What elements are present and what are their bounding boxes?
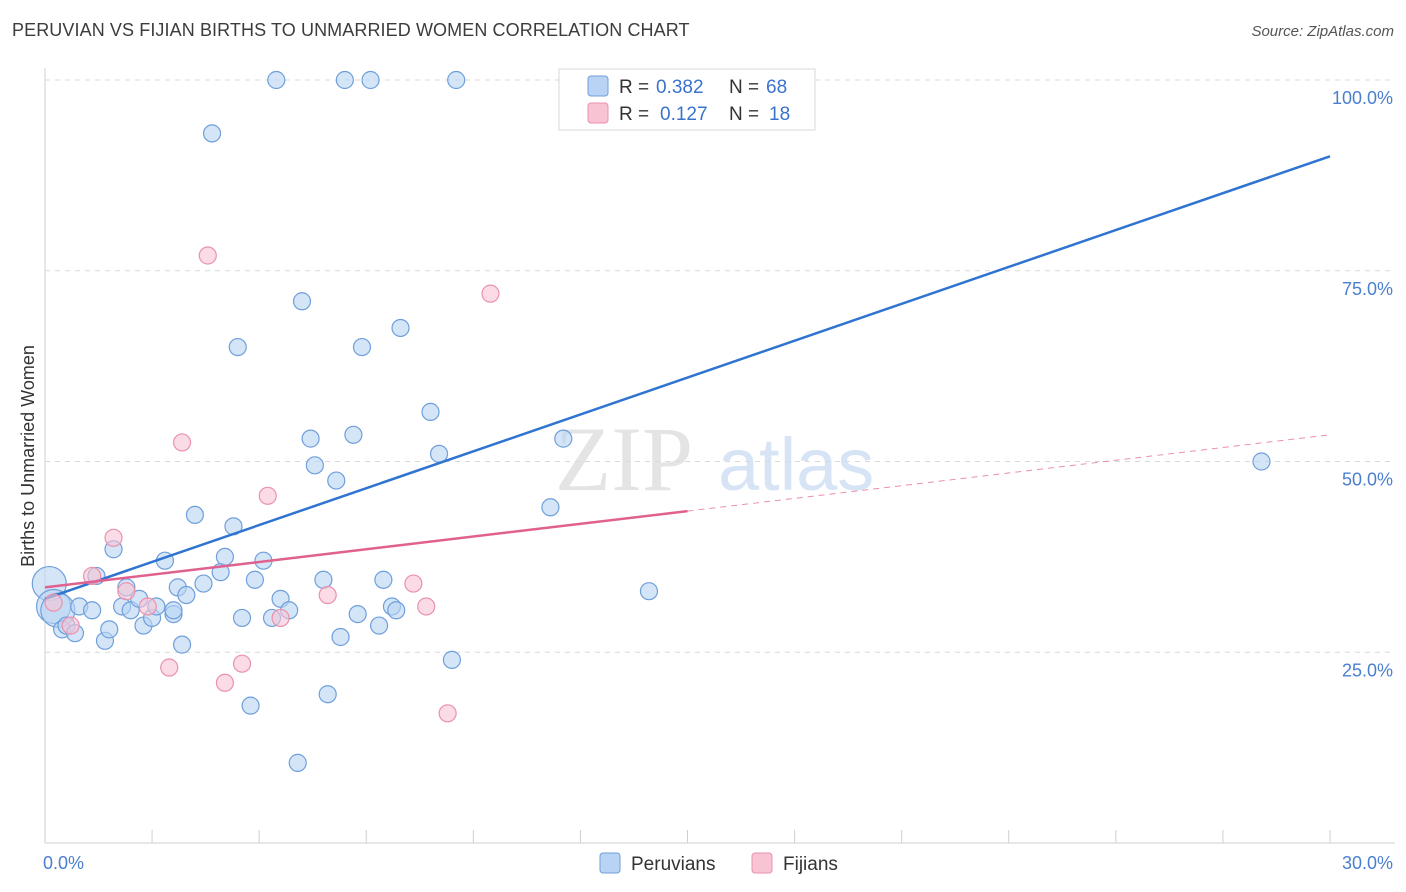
bottom-legend-swatch-peruvians: [599, 852, 621, 874]
data-point-peruvians: [292, 292, 312, 311]
data-point-fijians: [271, 608, 290, 628]
data-point-peruvians: [335, 70, 354, 90]
data-point-peruvians: [352, 337, 372, 357]
source-label: Source: ZipAtlas.com: [1251, 23, 1394, 40]
y-tick-label: 25.0%: [1342, 660, 1393, 680]
data-point-fijians: [104, 528, 123, 547]
x-tick-label-max: 30.0%: [1342, 853, 1393, 873]
data-point-peruvians: [288, 753, 307, 772]
legend-r-label-peruvians: R =: [619, 77, 649, 98]
data-point-peruvians: [228, 337, 247, 357]
data-point-fijians: [318, 585, 337, 605]
data-point-peruvians: [391, 318, 410, 338]
y-tick-label: 100.0%: [1332, 88, 1393, 108]
data-point-peruvians: [331, 627, 350, 647]
data-point-peruvians: [541, 498, 560, 517]
legend-n-value-peruvians: 68: [766, 77, 787, 98]
data-point-peruvians: [83, 601, 102, 620]
data-point-peruvians: [639, 582, 659, 601]
data-point-fijians: [481, 284, 500, 303]
data-point-fijians: [438, 704, 457, 723]
data-point-peruvians: [245, 570, 264, 589]
legend-n-label-peruvians: N =: [729, 77, 759, 98]
watermark-atlas: atlas: [718, 423, 874, 506]
legend-n-value-fijians: 18: [769, 104, 790, 125]
data-point-peruvians: [314, 570, 333, 589]
legend-r-value-fijians: 0.127: [660, 104, 708, 125]
legend-swatch-peruvians: [587, 75, 609, 97]
data-point-peruvians: [185, 505, 205, 525]
data-point-fijians: [61, 616, 80, 635]
data-point-fijians: [117, 582, 136, 601]
data-point-peruvians: [241, 696, 260, 715]
data-point-fijians: [138, 597, 157, 616]
data-point-peruvians: [172, 635, 192, 654]
data-point-peruvians: [267, 70, 286, 90]
data-point-fijians: [215, 673, 234, 692]
legend-r-label-fijians: R =: [619, 104, 649, 125]
y-axis-label: Births to Unmarried Women: [18, 345, 38, 567]
data-point-peruvians: [442, 650, 462, 669]
data-point-peruvians: [370, 616, 389, 635]
data-point-peruvians: [177, 585, 196, 605]
data-point-peruvians: [1252, 452, 1271, 471]
bottom-legend-label-peruvians: Peruvians: [631, 854, 716, 875]
legend-n-label-fijians: N =: [729, 104, 759, 125]
bottom-legend-label-fijians: Fijians: [783, 854, 838, 875]
data-point-peruvians: [387, 601, 406, 620]
data-point-peruvians: [348, 604, 367, 624]
chart-title: PERUVIAN VS FIJIAN BIRTHS TO UNMARRIED W…: [12, 20, 690, 40]
data-point-peruvians: [164, 601, 183, 620]
data-point-peruvians: [100, 620, 119, 639]
data-point-peruvians: [374, 570, 393, 589]
stats-legend: R = 0.382 N = 68 R = 0.127 N = 18: [558, 68, 816, 131]
data-point-peruvians: [305, 456, 324, 475]
data-point-peruvians: [318, 685, 337, 704]
watermark: ZIP atlas: [555, 408, 874, 510]
data-point-fijians: [198, 246, 217, 265]
data-point-peruvians: [215, 547, 234, 566]
y-tick-label: 50.0%: [1342, 470, 1393, 490]
series-legend: Peruvians Fijians: [599, 852, 838, 875]
data-point-peruvians: [232, 608, 252, 628]
data-point-peruvians: [301, 429, 320, 448]
trend-line-extension-fijians: [687, 434, 1331, 512]
data-point-fijians: [44, 593, 63, 612]
data-point-peruvians: [361, 70, 380, 90]
data-point-peruvians: [554, 429, 573, 448]
data-point-peruvians: [327, 471, 346, 490]
y-axis-tick-labels: 25.0% 50.0% 75.0% 100.0%: [1332, 88, 1393, 680]
series-fijians: [44, 246, 1331, 723]
y-tick-label: 75.0%: [1342, 279, 1393, 299]
trend-line-peruvians: [44, 155, 1331, 601]
data-point-peruvians: [447, 70, 466, 90]
legend-swatch-fijians: [587, 102, 609, 124]
x-tick-label-min: 0.0%: [43, 853, 84, 873]
data-point-peruvians: [202, 124, 222, 143]
legend-r-value-peruvians: 0.382: [656, 77, 704, 98]
data-point-peruvians: [194, 574, 213, 593]
watermark-zip: ZIP: [555, 408, 693, 510]
data-point-fijians: [258, 486, 277, 505]
data-point-peruvians: [344, 425, 363, 444]
data-point-fijians: [404, 574, 423, 593]
x-axis-ticks: [151, 830, 1331, 843]
data-point-peruvians: [421, 402, 440, 422]
data-point-fijians: [172, 433, 192, 452]
data-point-fijians: [232, 654, 252, 673]
trend-line-fijians: [44, 509, 688, 589]
data-point-fijians: [417, 597, 436, 616]
data-point-fijians: [160, 658, 179, 677]
bottom-legend-swatch-fijians: [751, 852, 773, 874]
